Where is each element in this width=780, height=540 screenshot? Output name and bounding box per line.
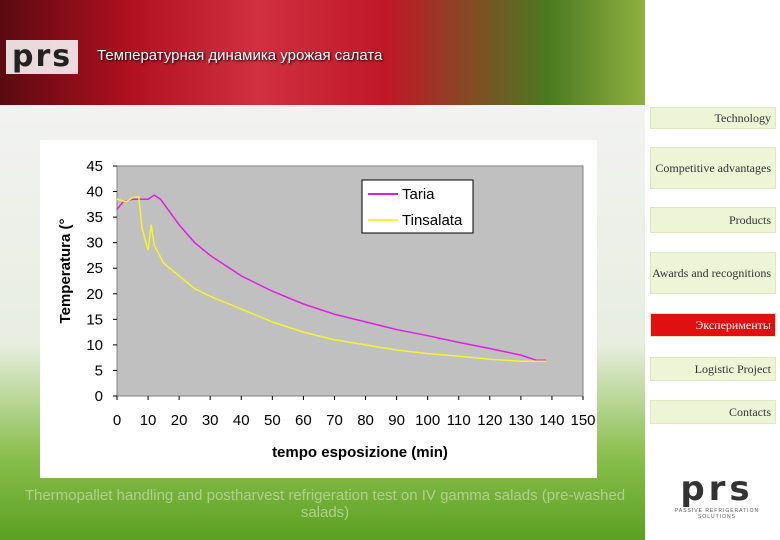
nav-item[interactable]: Technology bbox=[650, 107, 776, 129]
caption: Thermopallet handling and postharvest re… bbox=[24, 487, 626, 521]
y-axis-label: Temperatura (° bbox=[57, 219, 74, 324]
legend-label: Taria bbox=[402, 186, 435, 203]
x-tick-label: 140 bbox=[539, 412, 564, 429]
x-tick-label: 100 bbox=[415, 412, 440, 429]
x-tick-label: 50 bbox=[264, 412, 281, 429]
x-tick-label: 70 bbox=[326, 412, 343, 429]
x-tick-label: 90 bbox=[388, 412, 405, 429]
nav-item[interactable]: Products bbox=[650, 207, 776, 233]
x-tick-label: 30 bbox=[202, 412, 219, 429]
plot-area bbox=[116, 165, 584, 397]
x-tick-label: 0 bbox=[113, 412, 121, 429]
x-tick-label: 10 bbox=[140, 412, 157, 429]
y-tick-label: 25 bbox=[86, 260, 103, 277]
chart: 0 5 10 15 20 25 30 35 40 45 0 10 20 30 40 50 60 70 80 90 100… bbox=[40, 140, 597, 478]
nav-item[interactable]: Competitive advantages bbox=[650, 147, 776, 189]
y-tick-label: 0 bbox=[95, 388, 103, 405]
y-tick-label: 20 bbox=[86, 286, 103, 303]
logo-mark: prs bbox=[680, 469, 754, 509]
series-line bbox=[116, 194, 546, 361]
y-tick-label: 5 bbox=[95, 362, 103, 379]
x-tick-label: 20 bbox=[171, 412, 188, 429]
y-tick-label: 10 bbox=[86, 337, 103, 354]
legend bbox=[361, 179, 474, 234]
y-tick-label: 40 bbox=[86, 184, 103, 201]
nav-item[interactable]: Logistic Project bbox=[650, 357, 776, 381]
x-tick-label: 40 bbox=[233, 412, 250, 429]
x-axis-label: tempo esposizione (min) bbox=[272, 444, 448, 461]
x-tick-label: 80 bbox=[357, 412, 374, 429]
x-tick-label: 130 bbox=[508, 412, 533, 429]
header: prs Температурная динамика урожая салата bbox=[0, 0, 645, 105]
y-tick-label: 15 bbox=[86, 311, 103, 328]
logo-tagline: PASSIVE REFRIGERATION SOLUTIONS bbox=[674, 508, 760, 520]
nav-item[interactable]: Contacts bbox=[650, 400, 776, 424]
x-tick-label: 150 bbox=[570, 412, 595, 429]
nav-item[interactable]: Awards and recognitions bbox=[650, 252, 776, 294]
footer-logo: prs PASSIVE REFRIGERATION SOLUTIONS bbox=[658, 470, 776, 520]
nav-item[interactable]: Эксперименты bbox=[650, 313, 776, 337]
y-tick-label: 45 bbox=[86, 158, 103, 175]
series-line bbox=[116, 195, 546, 362]
x-tick-label: 120 bbox=[477, 412, 502, 429]
x-tick-label: 60 bbox=[295, 412, 312, 429]
logo: prs bbox=[6, 40, 79, 74]
y-tick-label: 30 bbox=[86, 235, 103, 252]
y-tick-label: 35 bbox=[86, 209, 103, 226]
x-tick-label: 110 bbox=[447, 412, 471, 429]
slide-title: Температурная динамика урожая салата bbox=[97, 47, 383, 64]
legend-label: Tinsalata bbox=[402, 212, 463, 229]
